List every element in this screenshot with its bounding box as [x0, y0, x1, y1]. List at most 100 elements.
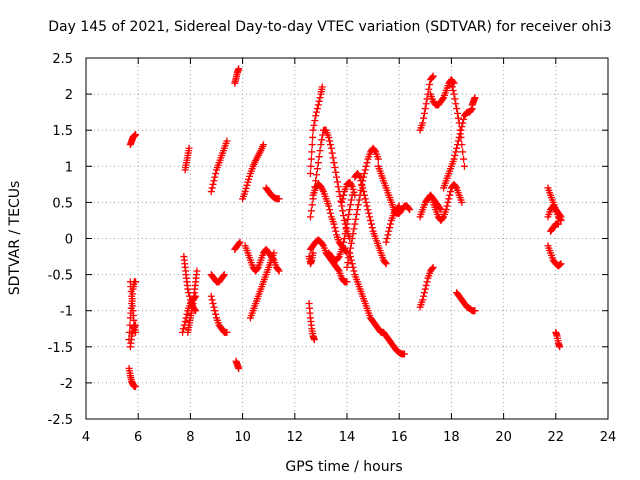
data-point	[458, 123, 466, 131]
data-point	[446, 191, 454, 199]
data-point	[314, 159, 322, 167]
series-arc-27	[338, 178, 359, 206]
y-tick-label: -1.5	[48, 341, 73, 356]
data-point	[347, 239, 355, 247]
series-arc-46	[552, 328, 564, 351]
data-point	[457, 133, 465, 141]
series-arc-35	[416, 263, 437, 311]
data-point	[241, 188, 249, 196]
series-arc-22	[305, 249, 317, 268]
data-point	[346, 201, 354, 209]
data-point	[456, 126, 464, 134]
data-point	[355, 172, 363, 180]
series-arc-10	[207, 137, 231, 196]
data-point	[557, 216, 565, 224]
data-point	[420, 114, 428, 122]
series-arc-05	[126, 321, 140, 351]
data-point	[556, 343, 564, 351]
data-point	[207, 188, 215, 196]
data-point	[223, 328, 231, 336]
data-point	[362, 198, 370, 206]
x-tick-label: 4	[82, 430, 90, 445]
data-point	[351, 220, 359, 228]
data-point	[356, 173, 364, 181]
data-point	[445, 195, 453, 203]
data-point	[220, 271, 228, 279]
data-point	[453, 144, 461, 152]
data-point	[275, 195, 283, 203]
data-point	[223, 137, 231, 145]
data-point	[179, 325, 187, 333]
series-arc-33	[416, 72, 437, 134]
data-point	[308, 141, 316, 149]
data-point	[219, 272, 227, 280]
data-point	[209, 180, 217, 188]
data-point	[383, 235, 391, 242]
data-point	[325, 133, 333, 141]
series-arc-18	[241, 242, 283, 275]
data-point	[425, 85, 433, 93]
data-point	[211, 173, 219, 181]
data-point	[360, 170, 368, 178]
y-tick-label: 2.5	[52, 52, 73, 67]
series-arc-43	[544, 202, 565, 224]
data-point	[454, 114, 462, 122]
series-arc-23	[309, 180, 351, 257]
series-arc-09	[184, 267, 201, 336]
y-tick-label: 2	[65, 88, 73, 103]
data-point	[387, 220, 394, 228]
data-point	[330, 220, 338, 228]
series-arc-26	[325, 191, 356, 264]
data-point	[346, 244, 354, 252]
data-point	[311, 117, 319, 125]
data-point	[331, 224, 339, 232]
data-point	[338, 245, 346, 253]
data-point	[132, 328, 140, 336]
data-point	[429, 263, 437, 271]
data-point	[309, 249, 317, 257]
data-point	[551, 204, 559, 212]
data-point	[339, 207, 347, 215]
data-point	[452, 148, 460, 156]
data-point	[318, 136, 326, 144]
data-point	[307, 155, 315, 163]
data-point	[450, 90, 458, 98]
series-arc-08	[180, 253, 200, 315]
y-tick-label: 1.5	[52, 124, 73, 139]
data-point	[453, 109, 461, 117]
x-tick-label: 20	[495, 430, 512, 445]
data-point	[358, 180, 366, 188]
data-point	[184, 285, 192, 293]
data-point	[436, 204, 444, 212]
data-point	[212, 170, 220, 178]
y-tick-label: 0.5	[52, 196, 73, 211]
data-point	[420, 109, 428, 117]
data-point	[459, 148, 467, 156]
data-point	[208, 296, 216, 304]
data-point	[421, 285, 429, 293]
data-point	[374, 155, 382, 163]
data-point	[312, 177, 320, 185]
data-points	[125, 65, 565, 391]
data-point	[421, 105, 429, 113]
data-point	[428, 265, 436, 273]
data-point	[259, 141, 267, 149]
x-tick-label: 14	[339, 430, 356, 445]
data-point	[368, 224, 376, 232]
data-point	[211, 307, 219, 315]
chart-title: Day 145 of 2021, Sidereal Day-to-day VTE…	[48, 19, 611, 35]
data-point	[333, 173, 341, 181]
data-point	[309, 195, 317, 203]
data-point	[343, 220, 351, 228]
data-point	[449, 86, 457, 94]
data-point	[340, 212, 348, 220]
data-point	[341, 230, 349, 238]
series-arc-34	[416, 191, 445, 221]
data-point	[317, 141, 325, 149]
data-point	[352, 215, 360, 223]
data-point	[235, 65, 243, 73]
series-arc-41	[468, 94, 479, 109]
data-point	[429, 72, 437, 80]
series-arc-12	[207, 292, 231, 336]
